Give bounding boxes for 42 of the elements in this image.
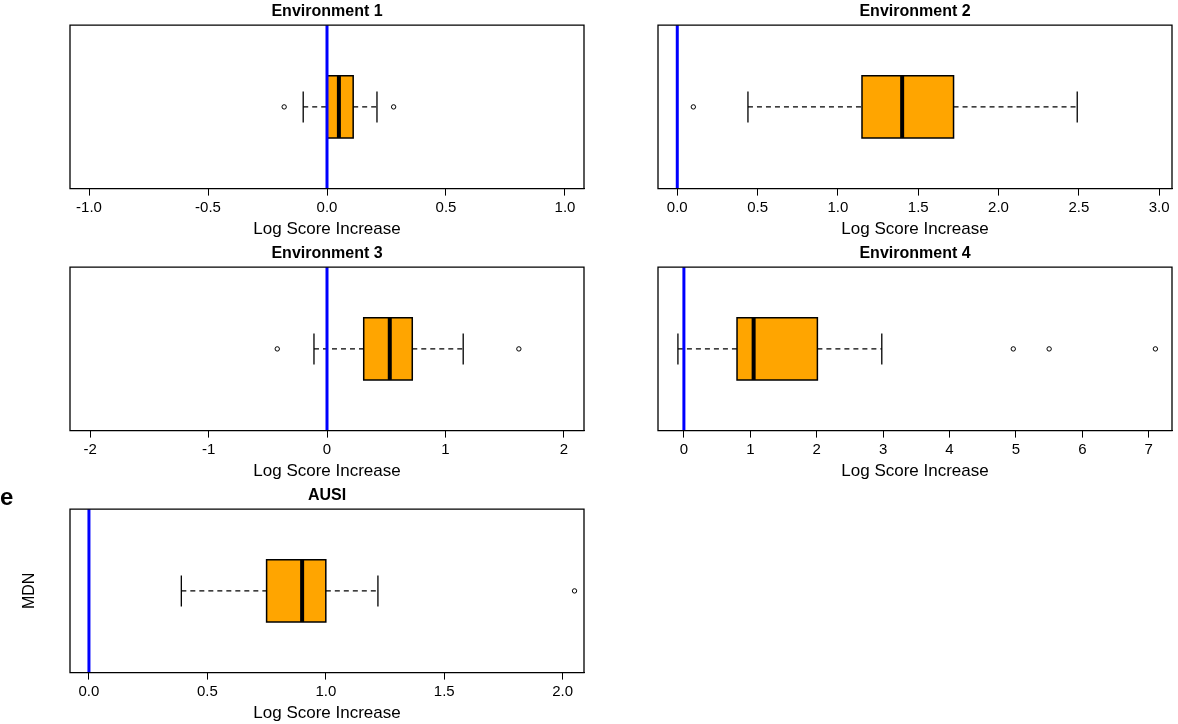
x-tick-label: -1 [201,439,216,457]
x-tick-label: 3 [878,439,888,457]
x-axis-title: Log Score Increase [841,219,989,239]
x-tick-label: 2 [559,439,569,457]
x-tick-label: 6 [1078,439,1087,457]
x-tick-label: 0.0 [666,197,688,215]
x-tick-label: 0.5 [196,681,218,699]
text: e [0,482,14,510]
x-tick-label: 1.0 [554,197,576,215]
x-tick-label: 0.5 [747,197,769,215]
x-axis-title: Log Score Increase [253,461,401,481]
chart-title: AUSI [307,486,347,504]
x-tick-label: 7 [1144,439,1153,457]
x-tick-label: 4 [945,439,954,457]
x-tick-label: 1.0 [315,681,337,699]
x-tick-label: -2 [83,439,97,457]
x-tick-label: 1 [441,439,450,457]
x-tick-label: -1.0 [76,197,102,215]
x-axis-title: Log Score Increase [841,461,989,481]
x-tick-label: 1 [746,439,755,457]
x-tick-label: 2.0 [988,197,1009,215]
x-tick-label: 1.0 [827,197,849,215]
chart-title: Environment 1 [271,2,383,20]
x-tick-label: 5 [1011,439,1021,457]
x-tick-label: 2.5 [1068,197,1090,215]
chart-title: Environment 4 [859,244,971,262]
x-tick-label: 0 [322,439,332,457]
x-tick-label: 1.5 [907,197,929,215]
x-tick-label: 2.0 [552,681,574,699]
x-axis-title: Log Score Increase [253,219,401,239]
x-tick-label: 0.0 [316,197,338,215]
chart-title: Environment 2 [859,2,971,20]
x-tick-label: 3.0 [1148,197,1170,215]
x-axis-title: Log Score Increase [253,703,401,723]
x-tick-label: 0.0 [78,681,100,699]
chart-title: Environment 3 [271,244,383,262]
x-tick-label: 0.5 [435,197,457,215]
x-tick-label: 0 [679,439,689,457]
x-tick-label: 1.5 [433,681,455,699]
x-tick-label: -0.5 [195,197,221,215]
y-axis-title: MDN [20,572,38,610]
x-tick-label: 2 [812,439,821,457]
